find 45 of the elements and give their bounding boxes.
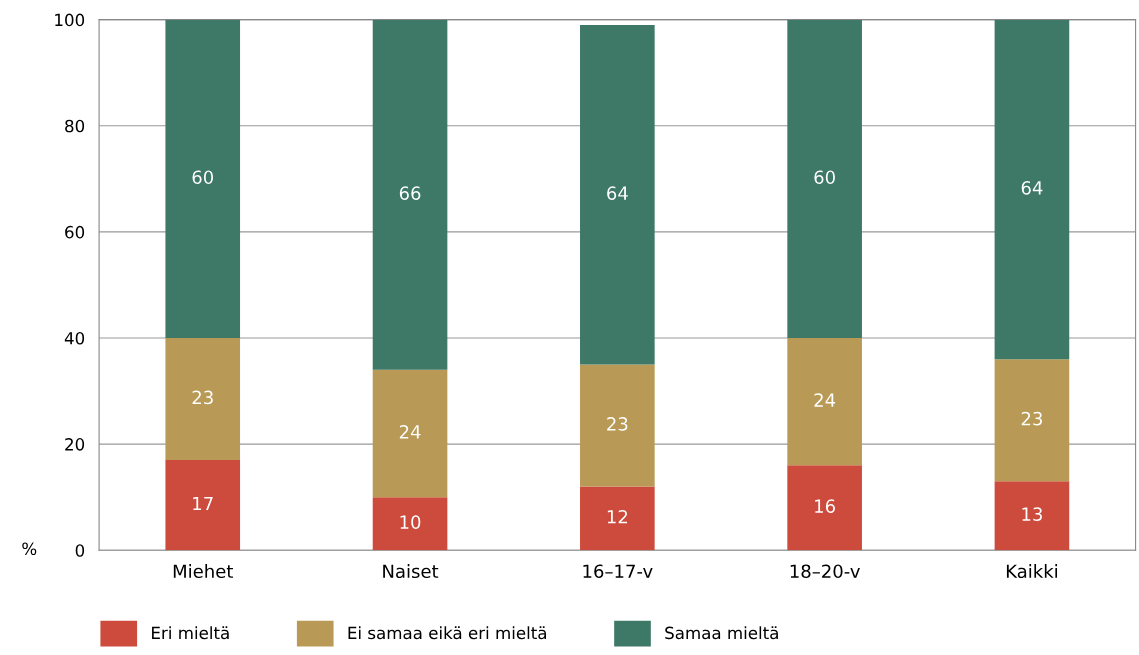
bar	[994, 481, 1070, 551]
data-label: 10	[400, 515, 421, 529]
bar	[372, 369, 448, 498]
x-tick-label: Kaikki	[1006, 564, 1058, 579]
data-label: 66	[399, 186, 421, 200]
bar	[787, 465, 862, 551]
y-tick-label: 20	[65, 438, 85, 451]
bar	[372, 19, 448, 370]
y-axis-title: %	[22, 542, 37, 556]
bar	[787, 337, 862, 466]
bar	[994, 19, 1070, 360]
data-label: 12	[607, 509, 628, 524]
y-tick-label: 40	[64, 331, 85, 345]
data-label: 64	[607, 186, 628, 200]
bar	[165, 19, 241, 338]
x-tick-label: Miehet	[173, 564, 233, 579]
data-label: 17	[193, 496, 213, 511]
data-label: 64	[1021, 181, 1043, 195]
y-tick-label: 80	[65, 119, 85, 133]
x-tick-label: 18–20-v	[790, 564, 860, 579]
data-label: 23	[607, 417, 628, 431]
x-tick-label: 16–17-v	[583, 564, 653, 579]
bar	[580, 486, 655, 551]
bar	[787, 19, 862, 338]
data-label: 23	[1021, 411, 1042, 426]
data-label: 24	[399, 425, 421, 439]
bar	[372, 497, 448, 551]
legend-label: Samaa mieltä	[665, 626, 778, 640]
bar	[165, 460, 241, 551]
data-label: 13	[1022, 507, 1042, 521]
bar	[994, 359, 1070, 482]
data-label: 16	[815, 499, 835, 513]
data-label: 60	[192, 170, 214, 185]
y-tick-label: 0	[75, 544, 85, 557]
legend-label: Ei samaa eikä eri mieltä	[348, 626, 546, 640]
x-tick-label: Naiset	[383, 564, 439, 579]
y-tick-label: 60	[65, 225, 85, 239]
bar	[580, 364, 655, 487]
data-label: 24	[814, 393, 836, 407]
bar	[580, 24, 655, 365]
legend-label: Eri mieltä	[152, 626, 229, 640]
data-label: 60	[814, 170, 835, 185]
y-tick-label: 100	[55, 13, 85, 27]
bar	[165, 337, 241, 461]
data-label: 23	[192, 390, 213, 405]
